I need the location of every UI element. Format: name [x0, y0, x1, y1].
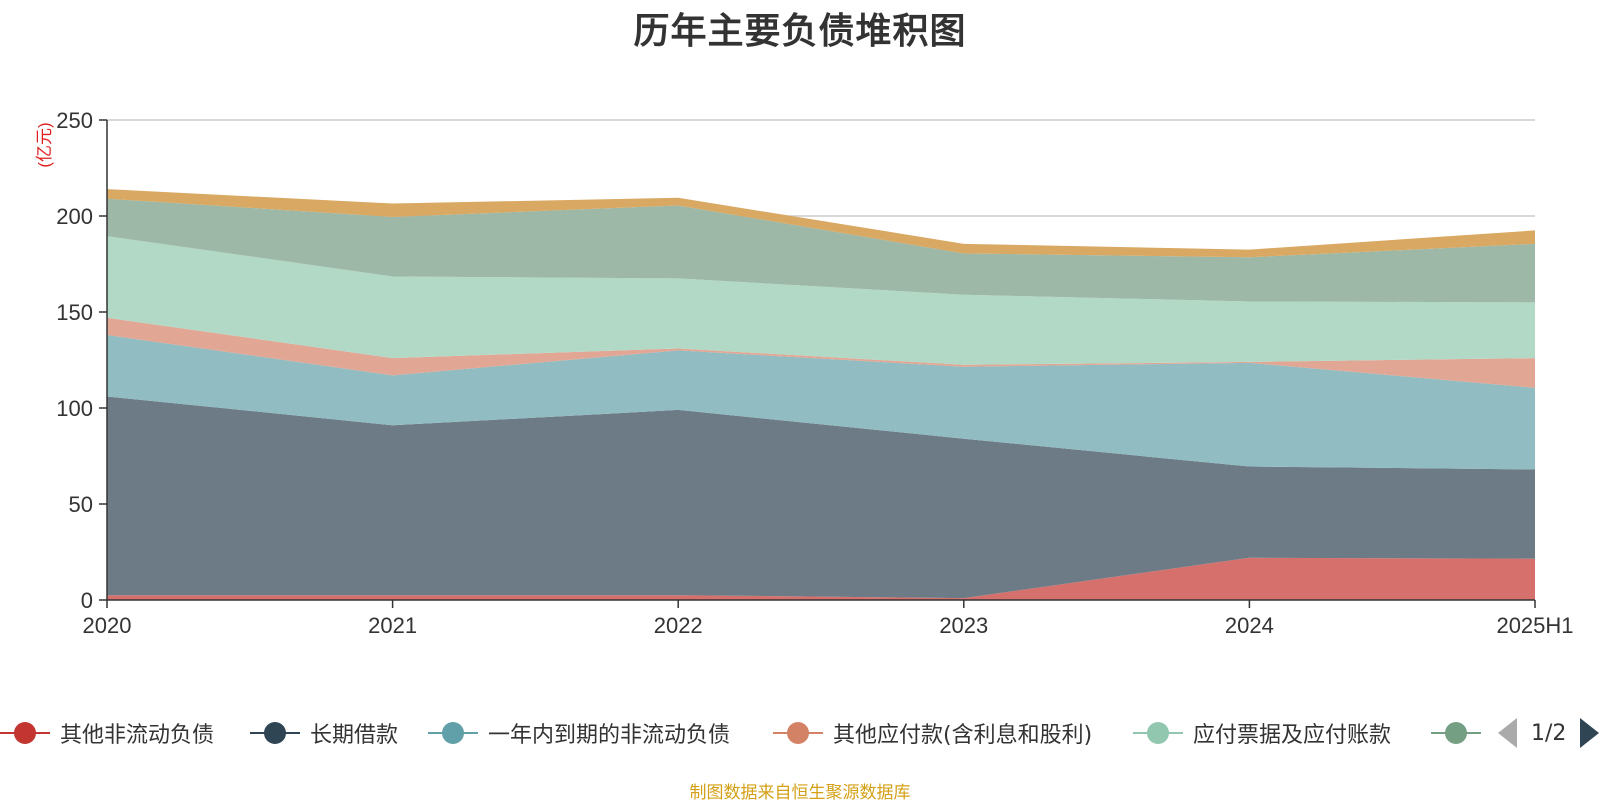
legend-marker-icon [0, 718, 50, 748]
x-tick-label-5: 2025H1 [1496, 613, 1573, 638]
legend-label: 其他应付款(含利息和股利) [833, 723, 1093, 748]
legend-item-1[interactable]: 长期借款 [250, 713, 398, 753]
stacked-area-chart: 0 50 100 150 200 250 2020 2021 2022 2023 2024 2025H… [35, 108, 1574, 638]
legend-label: 一年内到期的非流动负债 [488, 723, 731, 748]
axes: 0 50 100 150 200 250 2020 2021 2022 2023 2024 2025H… [56, 108, 1573, 638]
legend-item-5[interactable] [1431, 713, 1481, 753]
area-series-0 [107, 557, 1535, 600]
legend-marker-icon [1431, 718, 1481, 748]
x-tick-label-1: 2021 [368, 613, 417, 638]
area-series-2 [107, 335, 1535, 470]
chart-title: 历年主要负债堆积图 [633, 11, 967, 52]
area-series-1 [107, 396, 1535, 599]
chart-legend: 其他非流动负债 长期借款 一年内到期的非流动负债 其他应付款(含利息和股利) 应付票据及… [0, 713, 1600, 753]
y-tick-label-4: 200 [56, 204, 93, 229]
y-tick-label-0: 0 [81, 588, 93, 613]
legend-next-icon[interactable] [1580, 718, 1600, 748]
y-tick-label-2: 100 [56, 396, 93, 421]
legend-item-4[interactable]: 应付票据及应付账款 [1133, 713, 1391, 753]
area-series-5 [107, 198, 1535, 303]
legend-marker-icon [250, 718, 300, 748]
area-series [107, 189, 1535, 600]
legend-label: 其他非流动负债 [60, 723, 215, 748]
x-tick-label-2: 2022 [654, 613, 703, 638]
x-tick-label-0: 2020 [83, 613, 132, 638]
y-unit-label: (亿元) [35, 122, 54, 167]
legend-label: 长期借款 [310, 723, 399, 748]
data-source-note: 制图数据来自恒生聚源数据库 [689, 783, 911, 803]
legend-marker-icon [1133, 718, 1183, 748]
y-tick-label-5: 250 [56, 108, 93, 133]
x-tick-label-3: 2023 [939, 613, 988, 638]
legend-prev-icon[interactable] [1498, 718, 1517, 748]
area-series-4 [107, 236, 1535, 365]
legend-marker-icon [773, 718, 823, 748]
y-tick-label-1: 50 [69, 492, 93, 517]
y-tick-label-3: 150 [56, 300, 93, 325]
legend-item-0[interactable]: 其他非流动负债 [0, 713, 214, 753]
legend-marker-icon [428, 718, 478, 748]
legend-pager: 1/2 [1498, 713, 1600, 753]
legend-page-indicator: 1/2 [1531, 720, 1567, 746]
area-series-6 [107, 189, 1535, 258]
legend-item-2[interactable]: 一年内到期的非流动负债 [428, 713, 730, 753]
x-tick-label-4: 2024 [1225, 613, 1274, 638]
legend-label: 应付票据及应付账款 [1193, 723, 1392, 748]
legend-item-3[interactable]: 其他应付款(含利息和股利) [773, 713, 1092, 753]
